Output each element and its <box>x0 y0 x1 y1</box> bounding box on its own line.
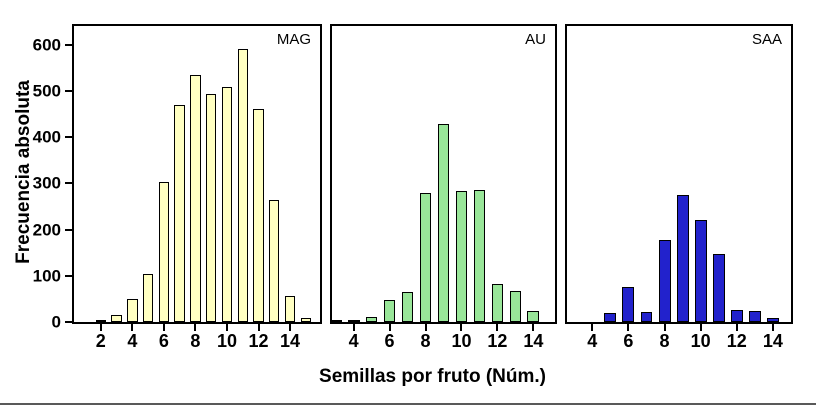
bar <box>95 319 106 322</box>
bar <box>329 320 342 322</box>
bar <box>473 190 486 322</box>
bar <box>284 295 296 322</box>
x-tick-label: 4 <box>587 331 598 351</box>
y-tick <box>65 136 74 138</box>
bar <box>401 291 414 322</box>
bar <box>622 287 635 322</box>
x-tick <box>424 324 427 331</box>
bar <box>365 317 378 322</box>
x-tick-label: 8 <box>420 331 431 351</box>
x-tick <box>771 324 774 331</box>
x-tick-label: 4 <box>127 331 138 351</box>
panel-saa: 4 6 8 10 12 14 SAA <box>565 24 793 350</box>
x-tick-label: 14 <box>280 331 301 351</box>
bar <box>383 300 396 322</box>
x-tick <box>99 324 102 331</box>
bar <box>190 74 201 322</box>
x-tick <box>460 324 463 331</box>
x-tick-label: 12 <box>726 331 747 351</box>
bar <box>437 124 450 322</box>
bar <box>205 94 217 322</box>
bar <box>676 195 689 322</box>
x-tick <box>352 324 355 331</box>
bar <box>419 193 432 322</box>
x-tick-label: 12 <box>487 331 508 351</box>
y-tick-label: 200 <box>32 220 61 239</box>
x-axis-label: Semillas por fruto (Núm.) <box>319 366 546 387</box>
x-tick <box>532 324 535 331</box>
panel-mag: 2 4 6 8 10 12 14 0 100 200 300 400 500 600 MAG <box>33 24 322 350</box>
y-tick <box>65 321 74 323</box>
bar <box>509 290 522 322</box>
x-tick <box>162 324 165 331</box>
bar <box>111 315 122 322</box>
x-tick-label: 10 <box>690 331 711 351</box>
x-tick-label: 14 <box>762 331 783 351</box>
y-tick <box>65 89 74 92</box>
bar <box>237 49 248 322</box>
y-tick <box>65 43 74 46</box>
x-tick <box>388 324 391 331</box>
bar <box>748 310 761 322</box>
y-tick <box>65 182 74 185</box>
bar <box>491 283 504 322</box>
y-tick-label: 100 <box>32 266 61 286</box>
x-tick <box>194 324 197 331</box>
bar <box>527 310 540 322</box>
x-tick-label: 8 <box>190 331 201 351</box>
x-tick-label: 6 <box>384 331 395 351</box>
bar <box>347 319 360 322</box>
y-tick-label: 400 <box>32 127 61 147</box>
panel-label: SAA <box>751 31 782 48</box>
bar <box>253 109 264 322</box>
bar <box>730 309 743 322</box>
bar <box>127 298 138 322</box>
x-tick-label: 2 <box>95 331 106 351</box>
x-tick-label: 4 <box>348 331 359 351</box>
x-tick <box>225 324 228 331</box>
y-tick-label: 600 <box>32 35 61 54</box>
panel-label: MAG <box>276 31 311 48</box>
bar <box>712 253 725 322</box>
panel-label: AU <box>525 31 546 48</box>
bar <box>221 87 233 322</box>
x-tick-label: 12 <box>248 331 269 351</box>
x-tick-label: 10 <box>451 331 472 351</box>
x-tick <box>699 324 702 331</box>
y-tick <box>65 228 74 231</box>
x-tick-label: 6 <box>158 331 169 351</box>
x-tick-label: 8 <box>659 331 670 351</box>
bar <box>640 312 653 322</box>
bar <box>694 219 707 322</box>
x-tick-label: 10 <box>216 331 237 351</box>
y-tick <box>65 274 74 277</box>
y-tick-label: 500 <box>32 81 61 101</box>
x-tick <box>131 324 134 331</box>
x-tick <box>496 324 499 331</box>
bar <box>766 318 779 322</box>
x-tick-label: 14 <box>523 331 544 351</box>
bar <box>174 104 185 322</box>
bottom-divider <box>0 403 816 405</box>
bar <box>142 274 154 322</box>
bar <box>158 182 170 322</box>
bar <box>300 318 311 322</box>
x-tick <box>289 324 292 331</box>
x-tick-label: 6 <box>623 331 634 351</box>
x-tick <box>257 324 260 331</box>
panel-au: 4 6 8 10 12 14 AU <box>329 24 557 350</box>
y-tick-label: 0 <box>51 312 61 332</box>
x-tick <box>627 324 630 331</box>
x-tick <box>591 324 594 331</box>
x-tick <box>663 324 666 331</box>
panels: 2 4 6 8 10 12 14 0 100 200 300 400 500 600 MAG 4 6 8 10 12 1… <box>33 24 793 350</box>
x-tick <box>735 324 738 331</box>
bar <box>658 240 671 322</box>
bar <box>269 200 280 322</box>
bar <box>455 191 468 322</box>
y-tick-label: 300 <box>32 173 61 193</box>
bar <box>604 313 617 322</box>
